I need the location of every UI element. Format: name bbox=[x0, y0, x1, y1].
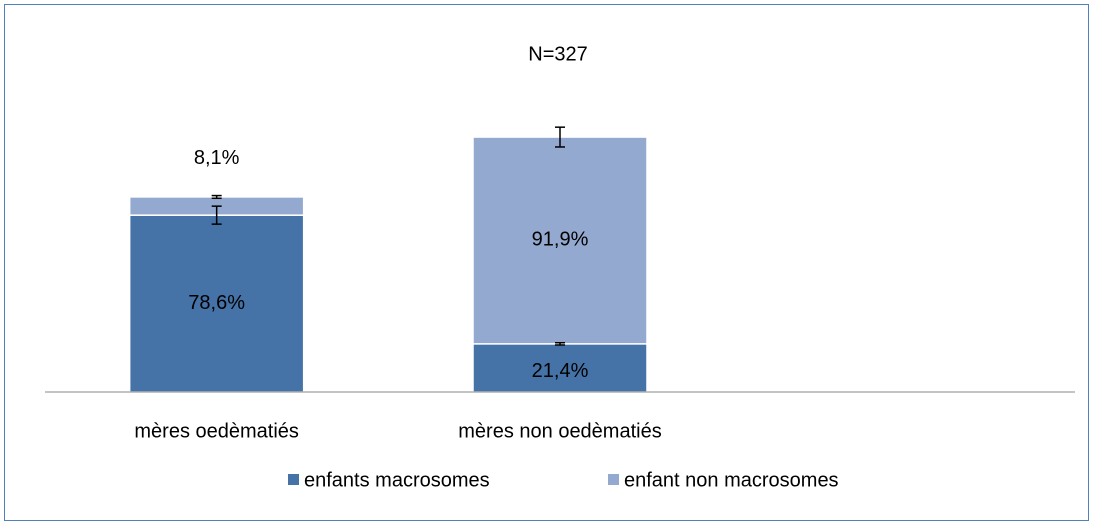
legend-swatch bbox=[608, 474, 619, 485]
data-label: 8,1% bbox=[194, 147, 240, 169]
legend-swatch bbox=[288, 474, 299, 485]
chart-title: N=327 bbox=[528, 43, 588, 65]
data-label: 21,4% bbox=[532, 360, 589, 382]
error-bar bbox=[555, 126, 565, 148]
x-tick-label: mères oedèmatiés bbox=[134, 420, 299, 442]
data-label: 78,6% bbox=[188, 292, 245, 314]
legend-label: enfant non macrosomes bbox=[624, 469, 839, 491]
legend-label: enfants macrosomes bbox=[304, 469, 490, 491]
data-label: 91,9% bbox=[532, 229, 589, 251]
x-tick-label: mères non oedèmatiés bbox=[458, 420, 661, 442]
error-bar bbox=[211, 205, 222, 225]
error-bar bbox=[211, 194, 222, 200]
error-bar bbox=[555, 341, 565, 346]
bar-segment bbox=[128, 214, 305, 393]
